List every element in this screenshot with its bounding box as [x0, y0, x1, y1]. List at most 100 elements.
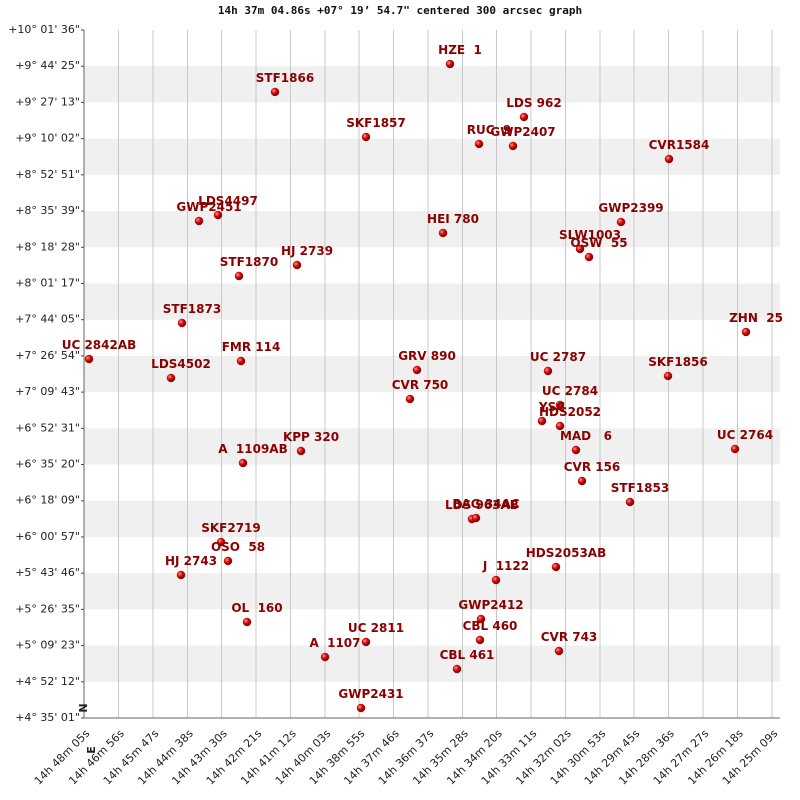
star-label: CVR 743 — [541, 630, 598, 644]
star — [320, 652, 330, 662]
star — [356, 703, 366, 713]
star — [543, 366, 553, 376]
star — [730, 444, 740, 454]
grid-band — [84, 428, 780, 465]
star-label: SKF1857 — [346, 116, 406, 130]
star-label: CVR 750 — [392, 378, 449, 392]
y-tick-label: +7° 26' 54" — [15, 349, 80, 362]
star-label: HDS2052 — [539, 405, 601, 419]
star-label: STF1870 — [220, 255, 278, 269]
star — [405, 394, 415, 404]
star — [438, 228, 448, 238]
star — [474, 139, 484, 149]
grid-band — [84, 138, 780, 175]
star-label: BAG 34AC — [452, 497, 519, 511]
y-tick-label: +8° 01' 17" — [15, 276, 80, 289]
y-tick-label: +8° 18' 28" — [15, 240, 80, 253]
star — [475, 635, 485, 645]
star-label: SLW1003 — [559, 228, 621, 242]
star-label: GWP2431 — [338, 687, 403, 701]
star-label: UC 2842AB — [62, 338, 137, 352]
y-tick-label: +5° 09' 23" — [15, 639, 80, 652]
grid-band — [84, 283, 780, 320]
star-label: HDS2053AB — [526, 546, 606, 560]
star-label: LDS4497 — [198, 194, 258, 208]
star-label: YSC — [538, 400, 565, 414]
star — [238, 458, 248, 468]
star — [194, 216, 204, 226]
star-label: LDS 963AB — [445, 498, 519, 512]
star-label: GRV 890 — [398, 349, 456, 363]
star-label: OL 160 — [231, 601, 282, 615]
y-tick-label: +8° 35' 39" — [15, 204, 80, 217]
y-tick-label: +7° 44' 05" — [15, 313, 80, 326]
star — [176, 570, 186, 580]
star-label: GWP2407 — [490, 125, 555, 139]
star — [471, 513, 481, 523]
compass-north: N — [77, 703, 90, 712]
bands — [84, 66, 780, 682]
star-label: HZE 1 — [438, 43, 482, 57]
star — [508, 141, 518, 151]
star — [554, 646, 564, 656]
star — [223, 556, 233, 566]
y-tick-label: +10° 01' 36" — [8, 23, 80, 36]
star-label: LDS 962 — [506, 96, 561, 110]
star-label: OSO 58 — [211, 540, 265, 554]
star — [555, 421, 565, 431]
star-label: CBL 460 — [463, 619, 518, 633]
star — [166, 373, 176, 383]
star-label: HJ 2739 — [281, 244, 333, 258]
star-label: UC 2787 — [530, 350, 586, 364]
star — [625, 497, 635, 507]
star-label: STF1853 — [611, 481, 669, 495]
star — [575, 244, 585, 254]
star-label: UC 2811 — [348, 621, 404, 635]
star-label: STF1866 — [256, 71, 314, 85]
y-tick-label: +9° 27' 13" — [15, 95, 80, 108]
star-label: UC 2784 — [542, 384, 598, 398]
star-label: ZHN 25 — [729, 311, 783, 325]
y-tick-label: +7° 09' 43" — [15, 385, 80, 398]
chart-title: 14h 37m 04.86s +07° 19’ 54.7" centered 3… — [218, 4, 582, 17]
star-label: RUC 9 — [467, 123, 512, 137]
star — [577, 476, 587, 486]
star — [571, 445, 581, 455]
star — [361, 637, 371, 647]
star — [242, 617, 252, 627]
y-tick-label: +6° 35' 20" — [15, 458, 80, 471]
y-tick-label: +4° 35' 01" — [15, 711, 80, 724]
star-label: A 1107 — [309, 636, 360, 650]
star-label: GWP2412 — [458, 598, 523, 612]
star-label: J 1122 — [482, 559, 529, 573]
star-label: OSW 55 — [570, 236, 627, 250]
star — [452, 664, 462, 674]
star — [476, 614, 486, 624]
y-tick-label: +8° 52' 51" — [15, 168, 80, 181]
star — [664, 154, 674, 164]
y-tick-label: +6° 52' 31" — [15, 421, 80, 434]
star — [663, 371, 673, 381]
star — [445, 59, 455, 69]
compass-east: E — [85, 746, 98, 754]
star-label: KPP 320 — [283, 430, 339, 444]
grid-band — [84, 500, 780, 537]
star-label: A 1109AB — [218, 442, 287, 456]
star-label: GWP2399 — [598, 201, 663, 215]
star-label: CBL 461 — [440, 648, 495, 662]
star — [412, 365, 422, 375]
star-label: SKF2719 — [201, 521, 261, 535]
star — [551, 562, 561, 572]
star-label: CVR 156 — [564, 460, 621, 474]
star — [616, 217, 626, 227]
star — [216, 537, 226, 547]
grid-band — [84, 645, 780, 682]
grid-band — [84, 66, 780, 103]
star — [296, 446, 306, 456]
star — [84, 354, 94, 364]
star — [491, 575, 501, 585]
star — [361, 132, 371, 142]
star-label: GWP2451 — [176, 200, 241, 214]
